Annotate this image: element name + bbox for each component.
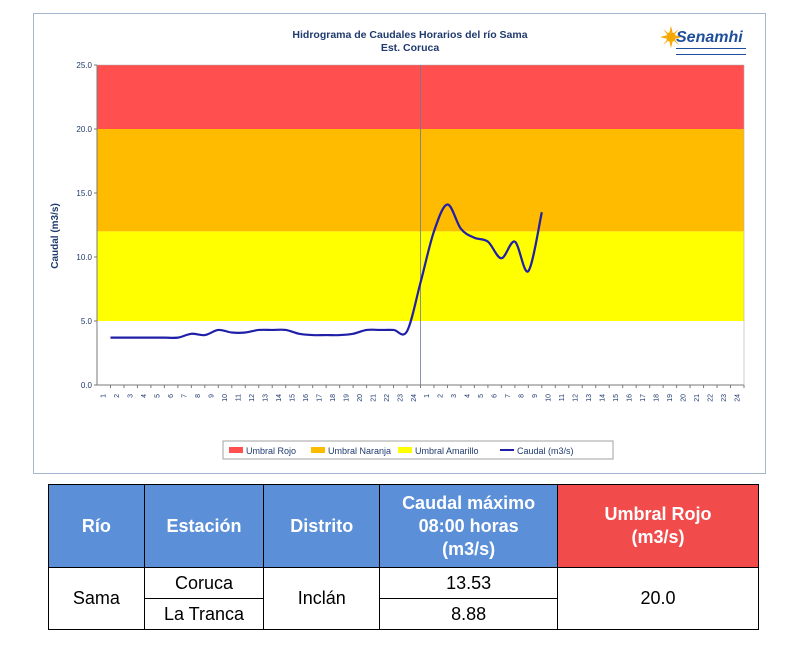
header-rio: Río xyxy=(48,484,145,568)
x-tick-label: 20 xyxy=(357,394,364,402)
legend-swatch xyxy=(311,447,325,453)
legend: Umbral Rojo Umbral Naranja Umbral Amarillo… xyxy=(222,440,614,460)
series-line-caudal xyxy=(110,203,543,340)
x-tick-label: 5 xyxy=(478,394,485,398)
logo-text: Senamhi xyxy=(676,29,743,46)
table-header-row: Río Estación Distrito Caudal máximo 08:0… xyxy=(48,484,760,568)
x-tick-label: 15 xyxy=(289,394,296,402)
cell-distrito: Inclán xyxy=(263,567,381,630)
x-tick-label: 6 xyxy=(168,394,175,398)
x-tick-label: 16 xyxy=(303,394,310,402)
x-tick-label: 12 xyxy=(249,394,256,402)
header-estacion: Estación xyxy=(143,484,265,568)
legend-swatch xyxy=(229,447,243,453)
x-tick-label: 7 xyxy=(182,394,189,398)
x-tick-label: 15 xyxy=(613,394,620,402)
y-tick-label: 0.0 xyxy=(81,381,93,390)
chart-frame: Hidrograma de Caudales Horarios del río … xyxy=(33,13,766,474)
x-tick-label: 10 xyxy=(222,394,229,402)
cell-station-name: Coruca xyxy=(143,567,265,599)
x-tick-label: 3 xyxy=(451,394,458,398)
x-tick-label: 4 xyxy=(465,394,472,398)
x-tick-label: 9 xyxy=(532,394,539,398)
x-tick-label: 14 xyxy=(276,394,283,402)
x-tick-label: 19 xyxy=(667,394,674,402)
x-tick-label: 24 xyxy=(734,394,741,402)
x-tick-label: 22 xyxy=(707,394,714,402)
logo-underline xyxy=(676,48,746,55)
chart-title: Hidrograma de Caudales Horarios del río … xyxy=(292,29,527,41)
y-axis-label: Caudal (m3/s) xyxy=(50,203,61,269)
x-tick-label: 16 xyxy=(626,394,633,402)
x-tick-label: 7 xyxy=(505,394,512,398)
table-row: La Tranca 8.88 xyxy=(49,598,759,630)
table-row: Sama Coruca Inclán 13.53 20.0 xyxy=(48,567,760,630)
x-tick-label: 1 xyxy=(101,394,108,398)
x-tick-label: 13 xyxy=(262,394,269,402)
x-tick-label: 2 xyxy=(114,394,121,398)
x-tick-label: 20 xyxy=(680,394,687,402)
x-tick-label: 24 xyxy=(411,394,418,402)
cell-caudal: 13.53 xyxy=(379,567,558,599)
cell-umbral-rojo: 20.0 xyxy=(556,567,760,630)
legend-entry-label: Umbral Naranja xyxy=(328,446,391,456)
x-tick-label: 19 xyxy=(343,394,350,402)
x-tick-label: 23 xyxy=(721,394,728,402)
x-tick-label: 9 xyxy=(209,394,216,398)
x-tick-label: 4 xyxy=(141,394,148,398)
header-caudal-maximo: Caudal máximo 08:00 horas (m3/s) xyxy=(379,484,558,568)
legend-swatch xyxy=(398,447,412,453)
x-tick-label: 8 xyxy=(195,394,202,398)
y-tick-label: 15.0 xyxy=(76,189,92,198)
cell-station-name: La Tranca xyxy=(143,598,265,630)
x-tick-label: 17 xyxy=(316,394,323,402)
x-tick-label: 11 xyxy=(236,394,243,401)
x-tick-label: 8 xyxy=(519,394,526,398)
x-tick-label: 18 xyxy=(653,394,660,402)
x-tick-label: 22 xyxy=(384,394,391,402)
x-tick-label: 21 xyxy=(694,394,701,402)
header-distrito: Distrito xyxy=(263,484,381,568)
cell-caudal: 8.88 xyxy=(379,598,558,630)
legend-entry-label: Umbral Amarillo xyxy=(415,446,479,456)
x-tick-label: 10 xyxy=(546,394,553,402)
x-tick-label: 1 xyxy=(424,394,431,398)
y-tick-label: 25.0 xyxy=(76,61,92,70)
chart-subtitle: Est. Coruca xyxy=(381,42,440,54)
cell-rio: Sama xyxy=(48,567,145,630)
x-tick-label: 5 xyxy=(155,394,162,398)
x-tick-label: 14 xyxy=(599,394,606,402)
hydrograph-chart: Hidrograma de Caudales Horarios del río … xyxy=(50,29,745,460)
legend-entry-label: Umbral Rojo xyxy=(246,446,296,456)
y-tick-label: 10.0 xyxy=(76,253,92,262)
x-tick-label: 12 xyxy=(573,394,580,402)
y-tick-label: 20.0 xyxy=(76,125,92,134)
x-tick-label: 13 xyxy=(586,394,593,402)
sun-icon xyxy=(660,26,682,48)
senamhi-logo: Senamhi xyxy=(660,22,752,62)
x-tick-label: 2 xyxy=(438,394,445,398)
x-tick-label: 17 xyxy=(640,394,647,402)
x-tick-label: 18 xyxy=(330,394,337,402)
station-table: Río Estación Distrito Caudal máximo 08:0… xyxy=(48,484,760,630)
legend-box xyxy=(222,440,614,460)
x-tick-label: 21 xyxy=(370,394,377,402)
header-umbral-rojo: Umbral Rojo (m3/s) xyxy=(556,484,760,568)
x-tick-label: 3 xyxy=(128,394,135,398)
legend-entry-label: Caudal (m3/s) xyxy=(517,446,574,456)
x-tick-label: 6 xyxy=(492,394,499,398)
series-layer xyxy=(110,203,543,340)
y-tick-label: 5.0 xyxy=(81,317,93,326)
x-tick-label: 23 xyxy=(397,394,404,402)
axes: 0.05.010.015.020.025.01 2 3 4 5 6 7 8 9 10 11 12 13 1… xyxy=(76,61,745,402)
x-tick-label: 11 xyxy=(559,394,566,401)
